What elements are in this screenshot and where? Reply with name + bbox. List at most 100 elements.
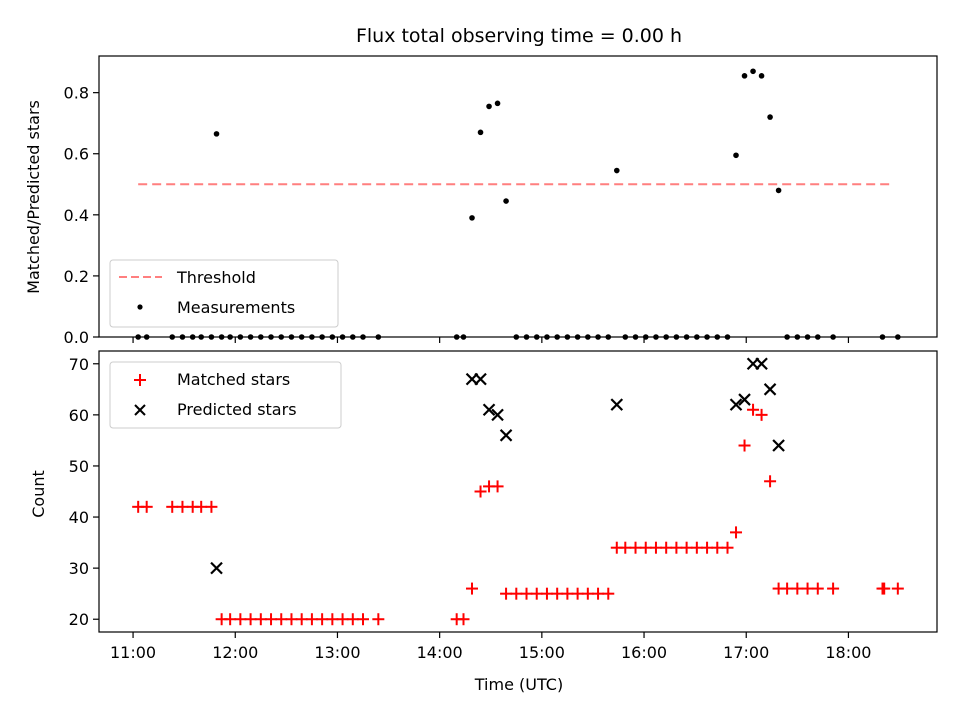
measurement-point [830,334,836,340]
measurement-point [339,334,346,340]
matched-star-marker [738,439,751,452]
top-y-tick-label: 0.8 [64,84,89,103]
measurement-point [494,100,501,107]
matched-star-marker [747,403,760,416]
measurement-point [767,114,773,120]
measurement-point [268,334,274,340]
measurement-point [278,334,285,340]
top-legend: Threshold Measurements [109,259,339,328]
predicted-star-marker [772,439,785,452]
matched-star-marker [791,582,804,595]
bottom-y-axis-label: Count [29,470,48,518]
matched-star-marker [205,500,218,513]
measurement-point [704,334,710,340]
legend-measurements-label: Measurements [177,298,295,317]
matched-star-marker [285,613,298,626]
measurement-point [189,334,196,340]
measurement-point [247,334,254,340]
matched-star-marker [721,541,734,554]
measurement-point [143,334,150,340]
matched-star-marker [316,613,329,626]
bottom-y-tick-label: 30 [69,559,89,578]
matched-star-marker [224,613,237,626]
measurement-point [714,334,721,340]
x-tick-label: 13:00 [314,643,360,662]
predicted-star-marker [763,383,777,396]
bottom-y-tick-label: 40 [69,508,89,527]
x-tick-label: 18:00 [825,643,871,662]
matched-star-marker [357,613,370,626]
legend-predicted-swatch [134,404,146,416]
matched-star-marker [254,613,267,626]
matched-star-marker [629,541,642,554]
measurement-point [460,334,467,340]
measurement-point [724,334,731,340]
measurement-point [169,334,176,340]
measurement-point [879,334,886,340]
measurement-point [513,334,520,340]
bottom-panel: 20 30 40 50 60 70 11:00 12:00 13:00 14:00 15:00 16… [29,350,938,694]
matched-star-marker [275,613,288,626]
matched-star-marker [581,587,594,600]
predicted-star-marker [610,398,624,411]
measurement-point [329,334,336,340]
top-panel: Flux total observing time = 0.00 h 0.00.… [24,25,938,347]
x-axis-label: Time (UTC) [474,675,563,694]
measurement-point [683,334,690,340]
bottom-legend-box [109,361,342,429]
matched-star-marker [660,541,673,554]
matched-star-marker [701,541,714,554]
matched-star-marker [619,541,632,554]
matched-star-marker [540,587,553,600]
measurement-point [298,334,305,340]
measurement-point [477,129,484,136]
measurement-point [741,73,748,79]
legend-predicted-label: Predicted stars [177,400,297,419]
predicted-stars-points [210,357,785,575]
matched-star-marker [491,480,504,493]
measurement-point [794,334,801,340]
measurement-point [775,187,782,194]
matched-star-marker [176,500,189,513]
x-tick-label: 16:00 [621,643,667,662]
bottom-y-tick-label: 20 [69,610,89,629]
measurement-point [750,68,756,75]
matched-star-marker [244,613,257,626]
matched-star-marker [326,613,339,626]
bottom-x-axis-ticks: 11:00 12:00 13:00 14:00 15:00 16:00 17:00 18:00 [110,632,871,662]
legend-measurements-swatch [137,304,143,310]
measurement-point [895,334,901,340]
predicted-star-marker [499,429,513,442]
matched-star-marker [500,587,513,600]
measurement-point [523,334,530,340]
legend-matched-label: Matched stars [177,370,290,389]
measurement-point [673,334,680,340]
measurement-point [533,334,540,340]
matched-star-marker [801,582,814,595]
x-tick-label: 15:00 [519,643,565,662]
matched-star-marker [520,587,533,600]
measurement-point [758,73,765,79]
top-legend-box [109,259,339,328]
matched-star-marker [474,485,487,498]
measurement-point [784,334,790,340]
top-y-axis-label: Matched/Predicted stars [24,100,43,294]
matched-star-marker [592,587,605,600]
measurement-point [227,334,233,340]
measurements-points [135,68,901,340]
matched-star-marker [811,582,824,595]
matched-star-marker [690,541,703,554]
measurement-point [613,167,620,174]
matched-star-marker [891,582,904,595]
measurement-point [574,334,581,340]
top-y-tick-label: 0.4 [64,206,89,225]
bottom-y-tick-label: 50 [69,457,89,476]
top-y-tick-label: 0.6 [64,145,89,164]
measurement-point [632,334,639,340]
top-y-tick-label: 0.2 [64,267,89,286]
matched-star-marker [195,500,208,513]
measurement-point [319,334,325,340]
bottom-legend: Matched stars Predicted stars [109,361,342,429]
matched-star-marker [730,526,743,539]
